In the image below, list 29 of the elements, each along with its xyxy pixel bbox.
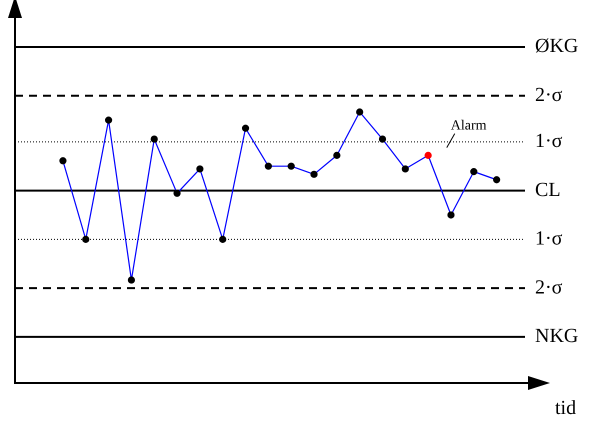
point [310,170,318,178]
point [447,211,455,219]
point [219,236,226,243]
point [402,165,409,173]
point [242,124,250,132]
point [424,152,432,159]
ref-line-label: 2·σ [535,276,563,298]
ref-line-label: 1·σ [535,228,563,250]
point [378,136,386,143]
ref-line-label: ØKG [535,35,578,58]
point [104,116,112,124]
point [333,152,340,159]
point [128,276,136,284]
point [470,168,478,176]
point [288,162,295,170]
point [196,165,204,173]
point [356,108,364,116]
point [173,190,181,197]
ref-line-label: CL [535,178,561,201]
point [82,236,90,243]
x-axis-title: tid [555,397,576,420]
point [493,176,500,184]
point [59,157,67,164]
point [150,136,158,143]
ref-line-label: NKG [535,325,578,348]
annotation: Alarm [450,118,487,134]
ref-line-label: 2·σ [535,84,563,106]
ref-line-label: 1·σ [535,130,563,152]
point [264,162,272,170]
